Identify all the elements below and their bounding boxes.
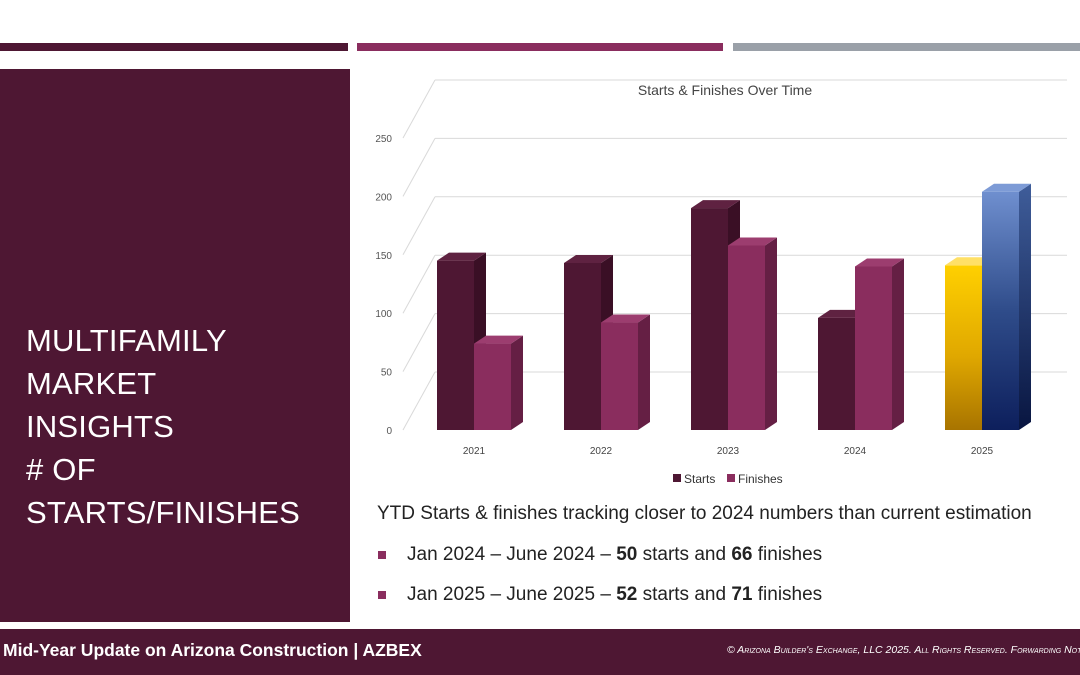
bar-side bbox=[638, 314, 650, 430]
y-tick-label: 200 bbox=[375, 192, 392, 203]
slide-title-line: MARKET bbox=[26, 366, 157, 401]
bar-top bbox=[601, 314, 650, 323]
bar-front bbox=[818, 317, 855, 430]
bar-finishes-2021 bbox=[474, 335, 523, 430]
bar-side bbox=[511, 335, 523, 430]
bar-front bbox=[728, 245, 765, 430]
bar-finishes-2022 bbox=[601, 314, 650, 430]
legend-swatch-starts bbox=[673, 474, 681, 482]
bar-top bbox=[691, 200, 740, 209]
grid-line-diagonal bbox=[402, 371, 436, 431]
legend-label-starts: Starts bbox=[684, 472, 715, 486]
grid-line-diagonal bbox=[402, 196, 436, 256]
bar-front bbox=[855, 266, 892, 430]
bar-top bbox=[855, 258, 904, 267]
bullet-prefix: Jan 2024 – June 2024 – bbox=[407, 544, 617, 565]
slide-title-line: INSIGHTS bbox=[26, 409, 175, 444]
bullet-mid: starts and bbox=[637, 544, 732, 565]
bar-side bbox=[765, 237, 777, 430]
grid-line-diagonal bbox=[402, 254, 436, 314]
bullet-finishes: 71 bbox=[731, 584, 753, 605]
bar-top bbox=[474, 335, 523, 344]
y-tick-label: 50 bbox=[381, 368, 393, 379]
bullet-finishes: 66 bbox=[731, 544, 753, 565]
x-tick-label: 2021 bbox=[463, 446, 486, 457]
x-tick-label: 2023 bbox=[717, 446, 740, 457]
grid-line-diagonal bbox=[402, 79, 436, 139]
accent-bar-dark bbox=[0, 43, 348, 51]
bar-front bbox=[601, 322, 638, 430]
starts-finishes-chart: Starts & Finishes Over Time 0 50 100 150 200… bbox=[375, 79, 1067, 486]
slide-title-line: MULTIFAMILY bbox=[26, 323, 227, 358]
bar-top bbox=[818, 309, 867, 318]
bullet-marker bbox=[378, 591, 386, 599]
bar-front bbox=[474, 343, 511, 430]
bar-finishes-2024 bbox=[855, 258, 904, 430]
x-tick-label: 2022 bbox=[590, 446, 613, 457]
x-axis-ticks: 2021 2022 2023 2024 2025 bbox=[463, 446, 994, 457]
x-tick-label: 2025 bbox=[971, 446, 994, 457]
bar-top bbox=[728, 237, 777, 246]
chart-legend: Starts Finishes bbox=[673, 472, 783, 486]
bar-top bbox=[945, 257, 994, 266]
y-tick-label: 150 bbox=[375, 251, 392, 262]
slide-title-line: STARTS/FINISHES bbox=[26, 495, 301, 530]
footer-bar: Mid-Year Update on Arizona Construction … bbox=[0, 629, 1080, 675]
bullet-item: Jan 2024 – June 2024 – 50 starts and 66 … bbox=[378, 541, 822, 581]
x-tick-label: 2024 bbox=[844, 446, 867, 457]
accent-bar-mid bbox=[357, 43, 723, 51]
summary-text: YTD Starts & finishes tracking closer to… bbox=[377, 503, 1032, 524]
bar-top bbox=[982, 183, 1031, 192]
bar-top bbox=[437, 252, 486, 261]
bar-front bbox=[564, 262, 601, 430]
bar-finishes-2025 bbox=[982, 183, 1031, 430]
y-tick-label: 250 bbox=[375, 134, 392, 145]
bullet-item: Jan 2025 – June 2025 – 52 starts and 71 … bbox=[378, 581, 822, 621]
bullet-list: Jan 2024 – June 2024 – 50 starts and 66 … bbox=[378, 541, 822, 621]
slide-title-line: # OF bbox=[26, 452, 96, 487]
legend-swatch-finishes bbox=[727, 474, 735, 482]
chart-title: Starts & Finishes Over Time bbox=[638, 82, 812, 98]
title-panel: MULTIFAMILY MARKET INSIGHTS # OF STARTS/… bbox=[0, 69, 350, 622]
bar-front bbox=[691, 208, 728, 430]
y-tick-label: 0 bbox=[386, 426, 392, 437]
footer-copyright: © Arizona Builder's Exchange, LLC 2025. … bbox=[727, 644, 1080, 656]
bullet-mid: starts and bbox=[637, 584, 732, 605]
y-axis-ticks: 0 50 100 150 200 250 bbox=[375, 134, 392, 437]
bar-side bbox=[1019, 183, 1031, 430]
bullet-starts: 50 bbox=[616, 544, 638, 565]
bar-side bbox=[892, 258, 904, 430]
slide-title: MULTIFAMILY MARKET INSIGHTS # OF STARTS/… bbox=[26, 319, 300, 534]
legend-label-finishes: Finishes bbox=[738, 472, 783, 486]
bullet-marker bbox=[378, 551, 386, 559]
grid-line-diagonal bbox=[402, 138, 436, 197]
bullet-suffix: finishes bbox=[752, 584, 823, 605]
bullet-starts: 52 bbox=[616, 584, 638, 605]
y-tick-label: 100 bbox=[375, 309, 392, 320]
bullet-suffix: finishes bbox=[752, 544, 823, 565]
bullet-prefix: Jan 2025 – June 2025 – bbox=[407, 584, 617, 605]
bar-front bbox=[982, 191, 1019, 430]
bar-front bbox=[945, 265, 982, 430]
bar-front bbox=[437, 260, 474, 430]
bar-finishes-2023 bbox=[728, 237, 777, 430]
footer-title: Mid-Year Update on Arizona Construction … bbox=[3, 640, 422, 660]
chart-bars bbox=[437, 183, 1031, 430]
accent-bar-gray bbox=[733, 43, 1080, 51]
bar-top bbox=[564, 254, 613, 263]
grid-line-diagonal bbox=[402, 313, 436, 372]
